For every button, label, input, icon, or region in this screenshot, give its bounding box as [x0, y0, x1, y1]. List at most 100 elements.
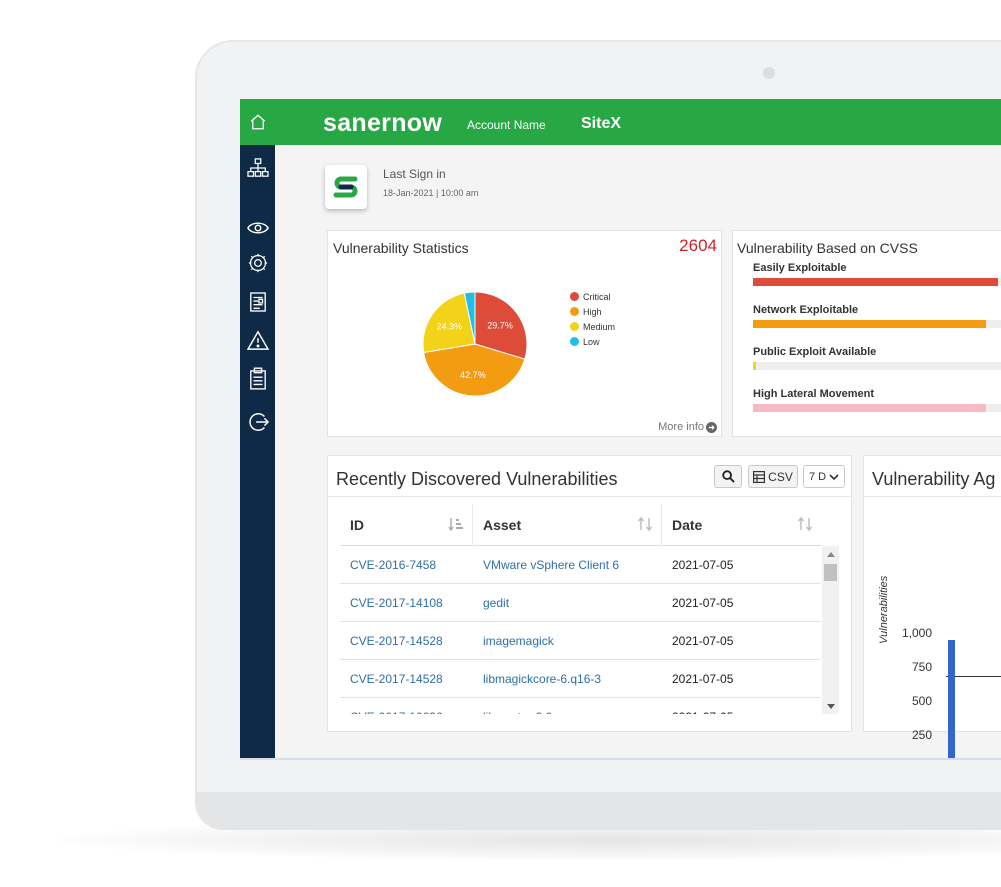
arrow-circle-right-icon — [706, 421, 717, 433]
csv-label: CSV — [768, 469, 793, 484]
legend-item-high[interactable]: High — [570, 304, 615, 319]
chevron-down-icon — [829, 473, 839, 480]
pie-label-high: 42.7% — [460, 370, 486, 380]
table-scrollbar[interactable] — [822, 546, 839, 714]
sidebar-item-tasks[interactable] — [240, 366, 275, 392]
logout-icon — [248, 413, 269, 431]
column-header-date[interactable]: Date — [662, 504, 821, 546]
last-signin-label: Last Sign in — [383, 167, 446, 181]
date-cell: 2021-07-05 — [672, 557, 734, 572]
date-cell: 2021-07-05 — [672, 671, 734, 686]
cvss-item[interactable]: Public Exploit Available — [753, 346, 1001, 370]
cvss-item[interactable]: High Lateral Movement — [753, 388, 1001, 412]
cvss-progress-fill — [753, 404, 986, 412]
cve-id-link[interactable]: CVE-2017-10036 — [340, 698, 473, 715]
sidebar-item-network[interactable] — [240, 155, 275, 181]
cvss-progress-track — [753, 320, 1001, 328]
aging-bar[interactable] — [948, 640, 955, 758]
app-logo[interactable]: sanernow — [323, 109, 443, 137]
home-icon — [250, 114, 265, 130]
network-icon — [246, 158, 269, 177]
laptop-camera — [763, 67, 775, 79]
column-header-label: Date — [672, 517, 703, 533]
cvss-card: Vulnerability Based on CVSS Easily Explo… — [732, 230, 1001, 437]
vulnerability-pie-chart: 29.7% 42.7% 24.3% — [422, 291, 528, 397]
triangle-up-icon — [826, 551, 835, 557]
table-row[interactable]: CVE-2017-10036libmaster-2.02021-07-05 — [340, 698, 821, 715]
account-name-value[interactable]: SiteX — [581, 115, 622, 132]
account-name-label: Account Name — [467, 118, 546, 132]
pie-label-medium: 24.3% — [436, 321, 462, 331]
aging-y-tick: 250 — [911, 728, 932, 742]
cvss-progress-track — [753, 404, 1001, 412]
warning-icon — [246, 330, 269, 350]
cve-id-link[interactable]: CVE-2017-14528 — [350, 633, 443, 648]
asset-link[interactable]: libmagickcore-6.q16-3 — [483, 671, 602, 686]
legend-item-critical[interactable]: Critical — [570, 289, 615, 304]
pie-label-critical: 29.7% — [487, 320, 513, 330]
legend-label: Medium — [583, 321, 616, 332]
pie-slice-medium[interactable] — [422, 292, 476, 354]
sidebar-item-alerts[interactable] — [240, 327, 275, 353]
pie-slice-low[interactable] — [463, 291, 476, 345]
table-row[interactable]: CVE-2017-14528 imagemagick 2021-07-05 — [340, 622, 821, 660]
sidebar-item-reports[interactable] — [240, 289, 275, 315]
sidebar-item-logout[interactable] — [240, 409, 275, 435]
aging-y-tick: 1,000 — [901, 626, 932, 640]
asset-link[interactable]: gedit — [483, 595, 510, 610]
table-body: CVE-2016-7458 VMware vSphere Client 6 2021… — [340, 546, 821, 714]
vulnerabilities-table: ID Asset Date CVE-2016-7458 VMware vSpher… — [340, 504, 821, 714]
app-screen: sanernow Account Name SiteX Last Sign in… — [240, 99, 1001, 760]
pie-slice-critical[interactable] — [474, 291, 528, 360]
aging-y-axis-label: Vulnerabilities — [878, 575, 890, 644]
sidebar-item-visibility[interactable] — [240, 215, 275, 241]
date-range-select[interactable]: 7 D — [803, 465, 845, 488]
column-header-label: ID — [350, 517, 364, 533]
aging-x-axis — [946, 676, 1001, 677]
column-header-asset[interactable]: Asset — [473, 504, 662, 546]
home-button[interactable] — [240, 99, 275, 145]
legend-label: Critical — [583, 291, 611, 302]
more-info-label: More info — [658, 421, 704, 433]
cve-id-link[interactable]: CVE-2017-14528 — [350, 671, 443, 686]
vulnerability-statistics-card: Vulnerability Statistics 2604 29.7% 42.7%… — [327, 230, 722, 437]
asset-link[interactable]: libmaster-2.0 — [473, 698, 662, 715]
search-icon — [721, 470, 735, 483]
column-header-id[interactable]: ID — [340, 504, 473, 546]
settings-icon — [248, 253, 267, 273]
last-signin-date: 18-Jan-2021 | 10:00 am — [383, 188, 479, 198]
table-row[interactable]: CVE-2017-14108 gedit 2021-07-05 — [340, 584, 821, 622]
sort-desc-icon — [448, 518, 463, 531]
cve-id-link[interactable]: CVE-2016-7458 — [350, 557, 437, 572]
asset-link[interactable]: VMware vSphere Client 6 — [483, 557, 620, 572]
cvss-item-label: Network Exploitable — [753, 304, 859, 316]
pie-slice-high[interactable] — [423, 343, 526, 397]
cvss-progress-fill — [753, 362, 756, 370]
card-divider — [864, 496, 1001, 497]
aging-y-tick: 500 — [911, 694, 932, 708]
table-row[interactable]: CVE-2016-7458 VMware vSphere Client 6 2021… — [340, 546, 821, 584]
cvss-item[interactable]: Easily Exploitable — [753, 262, 1001, 286]
legend-item-low[interactable]: Low — [570, 334, 615, 349]
legend-label: Low — [583, 336, 600, 347]
more-info-link[interactable]: More info — [658, 421, 717, 433]
csv-export-button[interactable]: CSV — [748, 465, 798, 488]
pie-legend: Critical High Medium Low — [570, 289, 615, 349]
scroll-up-button[interactable] — [822, 548, 839, 560]
asset-link[interactable]: imagemagick — [483, 633, 554, 648]
table-row[interactable]: CVE-2017-14528 libmagickcore-6.q16-3 2021-… — [340, 660, 821, 698]
cvss-item[interactable]: Network Exploitable — [753, 304, 1001, 328]
scroll-down-button[interactable] — [822, 700, 839, 712]
vulnerability-aging-title: Vulnerability Ag — [872, 469, 996, 489]
laptop-bezel-bottom — [195, 792, 1001, 830]
scroll-thumb[interactable] — [824, 564, 837, 581]
search-button[interactable] — [714, 465, 742, 488]
sidebar-item-settings[interactable] — [240, 250, 275, 276]
card-divider — [328, 496, 851, 497]
cve-id-link[interactable]: CVE-2017-14108 — [350, 595, 443, 610]
legend-dot — [570, 322, 579, 331]
cvss-progress-track — [753, 362, 1001, 370]
cvss-title: Vulnerability Based on CVSS — [737, 240, 918, 256]
sidebar — [240, 99, 275, 758]
legend-item-medium[interactable]: Medium — [570, 319, 615, 334]
